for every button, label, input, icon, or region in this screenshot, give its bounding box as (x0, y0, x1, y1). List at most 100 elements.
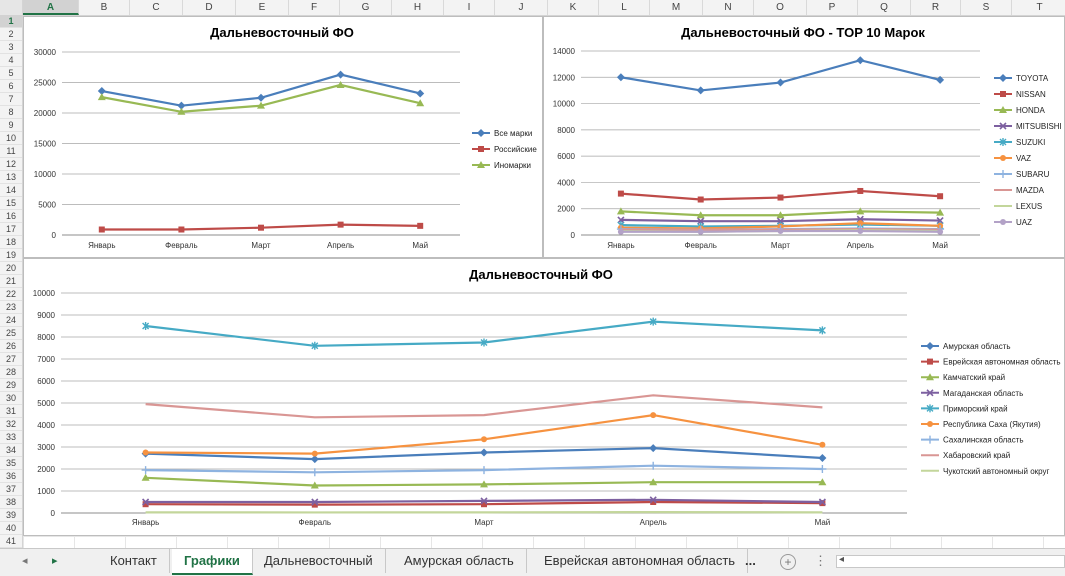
column-header-H[interactable]: H (392, 0, 444, 15)
row-header-37[interactable]: 37 (0, 483, 22, 496)
y-tick-label: 5000 (37, 399, 55, 408)
column-header-B[interactable]: B (79, 0, 130, 15)
row-header-25[interactable]: 25 (0, 327, 22, 340)
row-header-9[interactable]: 9 (0, 119, 22, 132)
data-point (697, 86, 705, 94)
row-header-12[interactable]: 12 (0, 158, 22, 171)
legend-marker (1000, 219, 1006, 225)
row-header-13[interactable]: 13 (0, 171, 22, 184)
y-tick-label: 4000 (37, 421, 55, 430)
legend-label: Магаданская область (943, 389, 1023, 398)
sheet-tab-4[interactable]: Еврейская автономная область (532, 549, 748, 573)
column-header-L[interactable]: L (599, 0, 650, 15)
row-header-17[interactable]: 17 (0, 223, 22, 236)
row-header-21[interactable]: 21 (0, 275, 22, 288)
row-header-18[interactable]: 18 (0, 236, 22, 249)
row-header-23[interactable]: 23 (0, 301, 22, 314)
row-header-27[interactable]: 27 (0, 353, 22, 366)
column-header-T[interactable]: T (1012, 0, 1065, 15)
row-header-26[interactable]: 26 (0, 340, 22, 353)
column-header-S[interactable]: S (961, 0, 1012, 15)
select-all-corner[interactable] (0, 0, 23, 15)
legend-label: TOYOTA (1016, 74, 1049, 83)
row-header-40[interactable]: 40 (0, 522, 22, 535)
data-point (650, 412, 656, 418)
horizontal-scrollbar[interactable]: ◂ (836, 555, 1065, 568)
triangle-left-icon[interactable]: ◂ (22, 554, 28, 567)
row-header-3[interactable]: 3 (0, 41, 22, 54)
more-tabs-button[interactable]: ... (745, 549, 756, 573)
row-header-22[interactable]: 22 (0, 288, 22, 301)
column-header-M[interactable]: M (650, 0, 703, 15)
series-4 (143, 318, 826, 350)
row-header-34[interactable]: 34 (0, 444, 22, 457)
column-header-E[interactable]: E (236, 0, 289, 15)
column-header-R[interactable]: R (911, 0, 961, 15)
row-header-30[interactable]: 30 (0, 392, 22, 405)
row-header-24[interactable]: 24 (0, 314, 22, 327)
row-header-28[interactable]: 28 (0, 366, 22, 379)
row-header-10[interactable]: 10 (0, 132, 22, 145)
row-header-29[interactable]: 29 (0, 379, 22, 392)
vertical-dots-icon[interactable]: ⋮ (814, 553, 827, 569)
row-header-8[interactable]: 8 (0, 106, 22, 119)
row-header-14[interactable]: 14 (0, 184, 22, 197)
row-header-35[interactable]: 35 (0, 457, 22, 470)
sheet-tab-1[interactable]: Графики (172, 549, 253, 575)
data-point (818, 454, 826, 462)
column-header-F[interactable]: F (289, 0, 340, 15)
row-header-31[interactable]: 31 (0, 405, 22, 418)
data-point (311, 468, 319, 476)
column-header-D[interactable]: D (183, 0, 236, 15)
sheet-tab-3[interactable]: Амурская область (392, 549, 527, 573)
legend-marker (999, 74, 1007, 82)
column-header-Q[interactable]: Q (858, 0, 911, 15)
legend-entry: SUZUKI (994, 138, 1045, 147)
series-7 (146, 395, 823, 417)
sheet-tab-2[interactable]: Дальневосточный (252, 549, 386, 573)
row-header-32[interactable]: 32 (0, 418, 22, 431)
column-header-P[interactable]: P (807, 0, 858, 15)
row-header-1[interactable]: 1 (0, 15, 22, 28)
row-header-20[interactable]: 20 (0, 262, 22, 275)
row-header-41[interactable]: 41 (0, 535, 22, 548)
row-header-4[interactable]: 4 (0, 54, 22, 67)
row-header-2[interactable]: 2 (0, 28, 22, 41)
row-header-6[interactable]: 6 (0, 80, 22, 93)
scroll-left-icon[interactable]: ◂ (839, 554, 844, 565)
y-tick-label: 12000 (553, 73, 576, 82)
row-header-16[interactable]: 16 (0, 210, 22, 223)
data-point (649, 462, 657, 470)
legend-entry: Сахалинская область (921, 436, 1024, 445)
row-header-7[interactable]: 7 (0, 93, 22, 106)
data-point (142, 466, 150, 474)
column-header-A[interactable]: A (23, 0, 79, 15)
data-point (178, 227, 184, 233)
column-header-G[interactable]: G (340, 0, 392, 15)
row-header-39[interactable]: 39 (0, 509, 22, 522)
column-header-J[interactable]: J (495, 0, 548, 15)
column-header-O[interactable]: O (754, 0, 807, 15)
data-point (777, 79, 785, 87)
plus-circle-icon[interactable]: + (780, 554, 796, 570)
column-header-K[interactable]: K (548, 0, 599, 15)
data-point (481, 436, 487, 442)
sheet-tab-0[interactable]: Контакт (98, 549, 170, 573)
row-header-19[interactable]: 19 (0, 249, 22, 262)
legend-entry: Российские (472, 145, 537, 154)
column-header-C[interactable]: C (130, 0, 183, 15)
column-header-N[interactable]: N (703, 0, 754, 15)
x-tick-label: Май (815, 518, 831, 527)
row-header-15[interactable]: 15 (0, 197, 22, 210)
triangle-right-icon[interactable]: ▸ (52, 554, 58, 567)
row-header-11[interactable]: 11 (0, 145, 22, 158)
row-header-5[interactable]: 5 (0, 67, 22, 80)
row-header-36[interactable]: 36 (0, 470, 22, 483)
row-header-38[interactable]: 38 (0, 496, 22, 509)
row-header-33[interactable]: 33 (0, 431, 22, 444)
column-header-I[interactable]: I (444, 0, 495, 15)
